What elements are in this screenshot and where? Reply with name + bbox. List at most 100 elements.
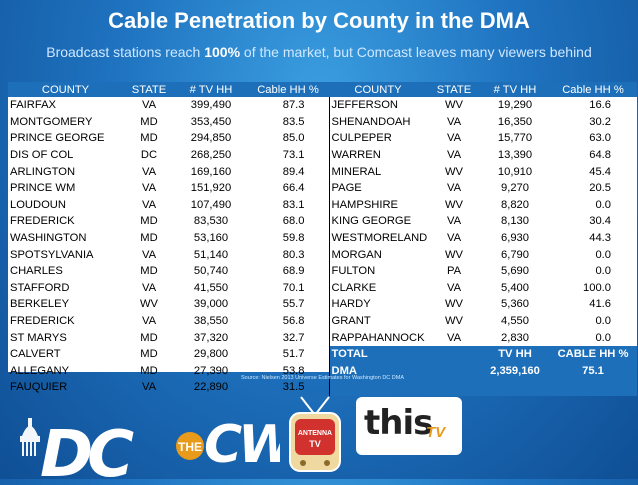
col-header-county-2: COUNTY — [329, 82, 427, 97]
cell-county: FREDERICK — [10, 315, 75, 328]
cell-tv-hh: 9,270 — [501, 182, 529, 195]
cell-cable-hh: 16.6 — [589, 99, 611, 112]
cell-cable-hh: 63.0 — [589, 132, 611, 145]
total-state — [427, 345, 481, 363]
cell-county: ALLEGANY — [10, 364, 70, 377]
cell-cable-hh: 56.8 — [282, 315, 305, 328]
this-tv-text: TV — [426, 424, 446, 441]
cell-cable-hh: 0.0 — [595, 198, 611, 211]
cell-state: VA — [446, 149, 462, 162]
cell-tv-hh: 19,290 — [497, 99, 533, 112]
cell-state: VA — [141, 165, 157, 178]
cell-cable-hh: 87.3 — [282, 99, 305, 112]
cell-county: CLARKE — [328, 279, 427, 297]
table-row: LOUDOUN VA 107,490 83.1 HAMPSHIRE WV 8,820 0.0 — [8, 196, 637, 214]
source-note: Source: Nielsen 2013 Universe Estimates … — [240, 375, 405, 381]
dc-cw-logo: DC THE CW — [20, 396, 302, 485]
cell-tv-hh: 16,350 — [497, 115, 533, 128]
cell-state: MD — [140, 115, 158, 128]
cell-county: GRANT — [328, 312, 427, 330]
col-header-tv-hh: # TV HH — [175, 82, 247, 97]
cell-cable-hh: 32.7 — [282, 331, 305, 344]
cell-tv-hh: 169,160 — [190, 165, 232, 178]
table-row: FAIRFAX VA 399,490 87.3 JEFFERSON WV 19,290 16.… — [8, 97, 637, 114]
cell-tv-hh: 10,910 — [497, 165, 533, 178]
subtitle-bold: 100% — [204, 44, 241, 60]
col-header-county: COUNTY — [8, 82, 123, 97]
dma-state — [427, 362, 481, 380]
cell-state: VA — [446, 232, 462, 245]
cell-county: CULPEPER — [328, 130, 427, 147]
cell-cable-hh: 0.0 — [595, 265, 611, 278]
cell-cable-hh: 30.2 — [589, 115, 611, 128]
cw-text: CW — [204, 415, 280, 475]
cell-cable-hh: 41.6 — [589, 298, 611, 311]
this-tv-logo: this TV — [356, 397, 462, 455]
cell-county: SPOTSYLVANIA — [10, 248, 94, 261]
cell-tv-hh: 8,130 — [501, 215, 529, 228]
cell-state: VA — [141, 315, 157, 328]
cell-cable-hh: 66.4 — [282, 182, 305, 195]
cell-cable-hh: 59.8 — [282, 232, 305, 245]
cell-state: VA — [141, 281, 157, 294]
cell-county: JEFFERSON — [328, 97, 427, 114]
cell-cable-hh: 80.3 — [282, 248, 305, 261]
cell-tv-hh: 41,550 — [193, 281, 229, 294]
empty-highlight-cell — [328, 379, 637, 396]
cell-tv-hh: 37,320 — [193, 331, 229, 344]
cell-county: FREDERICK — [10, 215, 75, 228]
cell-tv-hh: 4,550 — [501, 315, 529, 328]
table-row: FAUQUIER VA 22,890 31.5 — [8, 379, 637, 396]
antenna-tv-logo: ANTENNA TV — [287, 395, 343, 475]
cell-state: VA — [446, 132, 462, 145]
cell-tv-hh: 107,490 — [190, 198, 232, 211]
cell-state: VA — [446, 215, 462, 228]
page-subtitle: Broadcast stations reach 100% of the mar… — [0, 44, 638, 60]
cell-tv-hh: 29,800 — [193, 348, 229, 361]
cell-state: DC — [140, 149, 158, 162]
cell-county: PAGE — [328, 179, 427, 197]
cell-cable-hh: 83.1 — [282, 198, 305, 211]
cell-cable-hh: 64.8 — [589, 149, 611, 162]
cell-cable-hh: 89.4 — [282, 165, 305, 178]
cell-tv-hh: 27,390 — [193, 364, 229, 377]
subtitle-post: of the market, but Comcast leaves many v… — [240, 44, 592, 60]
subtitle-pre: Broadcast stations reach — [46, 44, 205, 60]
total-label: TOTAL — [328, 345, 427, 363]
cell-state: MD — [140, 132, 158, 145]
antenna-text: ANTENNA — [298, 430, 332, 437]
cell-state: VA — [141, 198, 157, 211]
table-header-row: COUNTY STATE # TV HH Cable HH % COUNTY S… — [8, 82, 637, 97]
cell-cable-hh: 68.9 — [282, 265, 305, 278]
table-body: FAIRFAX VA 399,490 87.3 JEFFERSON WV 19,290 16.… — [8, 97, 637, 396]
cell-cable-hh: 73.1 — [282, 149, 305, 162]
col-header-state-2: STATE — [427, 82, 481, 97]
cell-state: VA — [141, 381, 157, 394]
page-title: Cable Penetration by County in the DMA — [108, 8, 530, 33]
cell-state: WV — [139, 298, 159, 311]
cell-tv-hh: 83,530 — [193, 215, 229, 228]
cell-cable-hh: 53.8 — [282, 364, 305, 377]
table-row: ST MARYS MD 37,320 32.7 RAPPAHANNOCK VA 2,830 0… — [8, 329, 637, 346]
table-row: DIS OF COL DC 268,250 73.1 WARREN VA 13,390 64.… — [8, 146, 637, 164]
cell-tv-hh: 353,450 — [190, 115, 232, 128]
cell-tv-hh: 2,830 — [501, 331, 529, 344]
cell-county: STAFFORD — [10, 281, 70, 294]
cell-state: WV — [444, 315, 464, 328]
cell-tv-hh: 15,770 — [497, 132, 533, 145]
cell-state: WV — [444, 165, 464, 178]
cell-state: MD — [140, 215, 158, 228]
cell-tv-hh: 5,360 — [501, 298, 529, 311]
cell-county: LOUDOUN — [10, 198, 66, 211]
cell-state: MD — [140, 232, 158, 245]
cell-tv-hh: 38,550 — [193, 315, 229, 328]
cell-cable-hh: 55.7 — [282, 298, 305, 311]
cell-cable-hh: 83.5 — [282, 115, 305, 128]
cell-tv-hh: 399,490 — [190, 99, 232, 112]
cell-cable-hh: 30.4 — [589, 215, 611, 228]
cell-tv-hh: 151,920 — [190, 182, 232, 195]
cell-tv-hh: 268,250 — [190, 149, 232, 162]
cell-tv-hh: 22,890 — [193, 381, 229, 394]
table-row: CHARLES MD 50,740 68.9 FULTON PA 5,690 0.0 — [8, 262, 637, 280]
cell-county: MORGAN — [328, 246, 427, 263]
